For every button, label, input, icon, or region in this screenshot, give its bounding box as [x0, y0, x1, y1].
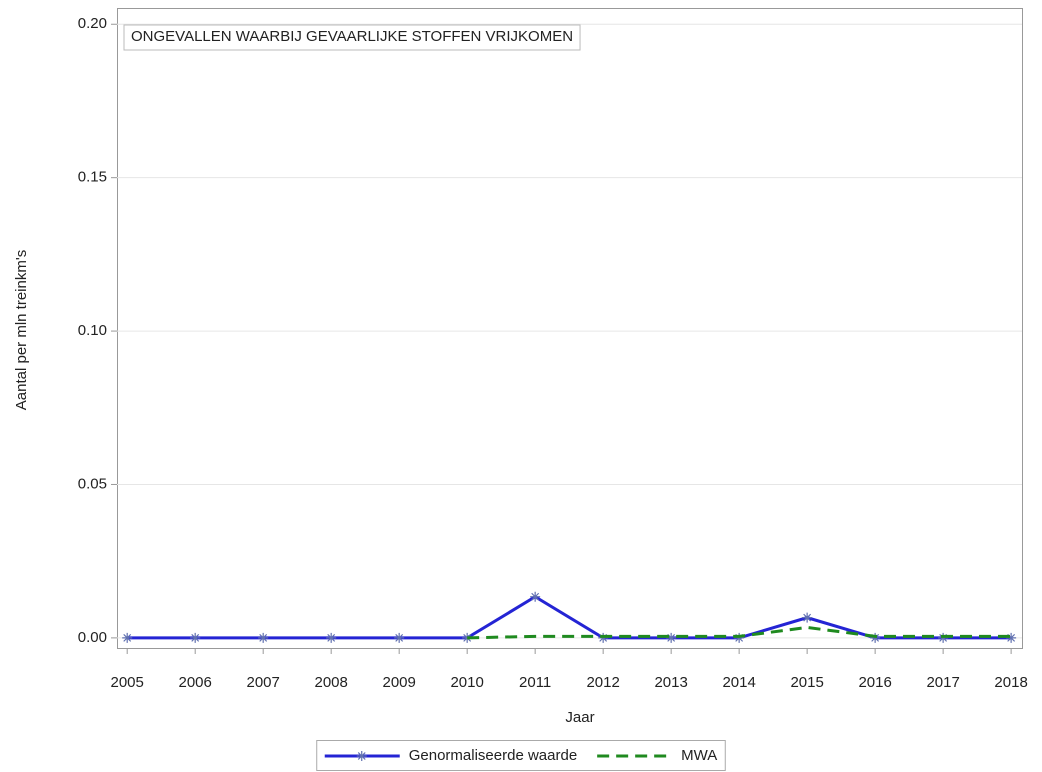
x-tick-label: 2014 — [722, 674, 755, 691]
x-tick-label: 2007 — [246, 674, 279, 691]
marker — [122, 632, 133, 643]
marker — [190, 632, 201, 643]
series-line — [127, 595, 1012, 640]
marker — [734, 632, 745, 643]
x-tick-label: 2016 — [858, 674, 891, 691]
legend-label: Genormaliseerde waarde — [409, 747, 577, 764]
marker — [356, 751, 367, 761]
y-tick-label: 0.10 — [78, 322, 107, 339]
x-tick-label: 2012 — [586, 674, 619, 691]
x-tick-label: 2009 — [382, 674, 415, 691]
y-tick-label: 0.15 — [78, 169, 107, 186]
marker — [802, 612, 813, 623]
marker — [598, 632, 609, 643]
x-tick-label: 2018 — [994, 674, 1027, 691]
y-axis-label: Aantal per mln treinkm's — [13, 250, 30, 410]
marker — [530, 591, 541, 602]
x-tick-label: 2015 — [790, 674, 823, 691]
x-axis-label: Jaar — [565, 709, 594, 726]
x-tick-label: 2017 — [926, 674, 959, 691]
x-tick-label: 2010 — [450, 674, 483, 691]
y-tick-label: 0.20 — [78, 15, 107, 32]
y-tick-label: 0.05 — [78, 475, 107, 492]
plot-frame — [117, 8, 1023, 649]
legend-label: MWA — [681, 747, 717, 764]
marker — [462, 632, 473, 643]
title-box — [123, 24, 581, 51]
y-tick-label: 0.00 — [78, 629, 107, 646]
marker — [258, 632, 269, 643]
x-tick-label: 2005 — [111, 674, 144, 691]
chart-title: ONGEVALLEN WAARBIJ GEVAARLIJKE STOFFEN V… — [131, 28, 573, 45]
x-tick-label: 2011 — [519, 674, 551, 691]
legend-item: Genormaliseerde waarde — [324, 747, 577, 764]
series-line — [467, 625, 1012, 640]
marker — [1006, 632, 1017, 643]
marker — [870, 632, 881, 643]
marker — [326, 632, 337, 643]
x-tick-label: 2008 — [314, 674, 347, 691]
x-tick-label: 2006 — [179, 674, 212, 691]
legend-item: MWA — [597, 747, 717, 764]
legend: Genormaliseerde waarde MWA — [316, 740, 726, 771]
marker — [666, 632, 677, 643]
x-tick-label: 2013 — [654, 674, 687, 691]
marker — [938, 632, 949, 643]
marker — [394, 632, 405, 643]
